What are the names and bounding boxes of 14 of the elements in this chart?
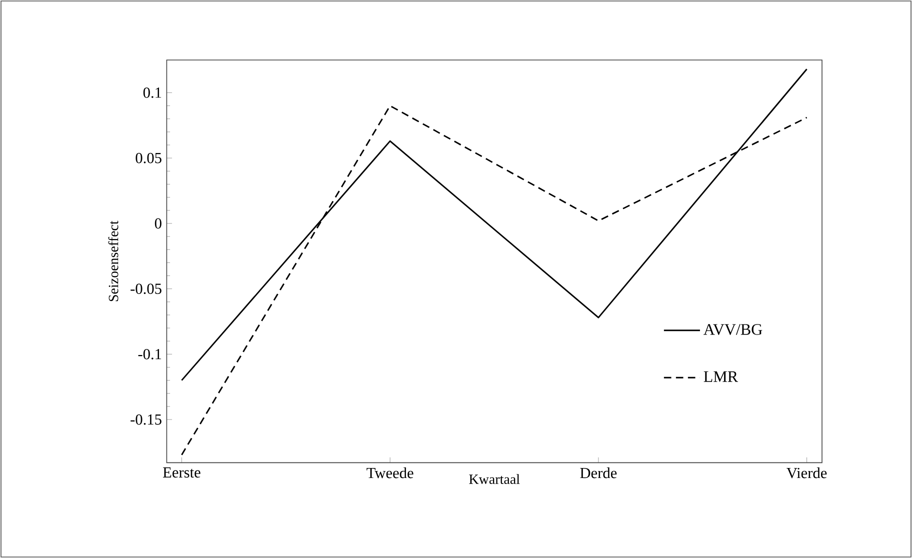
- x-tick-label: Eerste: [162, 467, 200, 478]
- legend-label: LMR: [704, 371, 738, 382]
- x-tick-label: Tweede: [366, 467, 414, 478]
- x-axis-title: Kwartaal: [469, 474, 520, 484]
- y-tick-label: 0.05: [136, 152, 162, 164]
- x-tick-label: Vierde: [786, 467, 827, 478]
- y-axis-title: Seizoenseffect: [108, 220, 118, 302]
- y-tick-label: -0.1: [138, 348, 162, 360]
- y-tick-label: 0.1: [143, 87, 162, 98]
- y-tick-label: 0: [154, 218, 162, 229]
- y-tick-label: -0.15: [130, 414, 162, 425]
- legend-label: AVV/BG: [704, 324, 762, 335]
- y-tick-label: -0.05: [130, 284, 162, 294]
- x-tick-label: Derde: [580, 467, 617, 478]
